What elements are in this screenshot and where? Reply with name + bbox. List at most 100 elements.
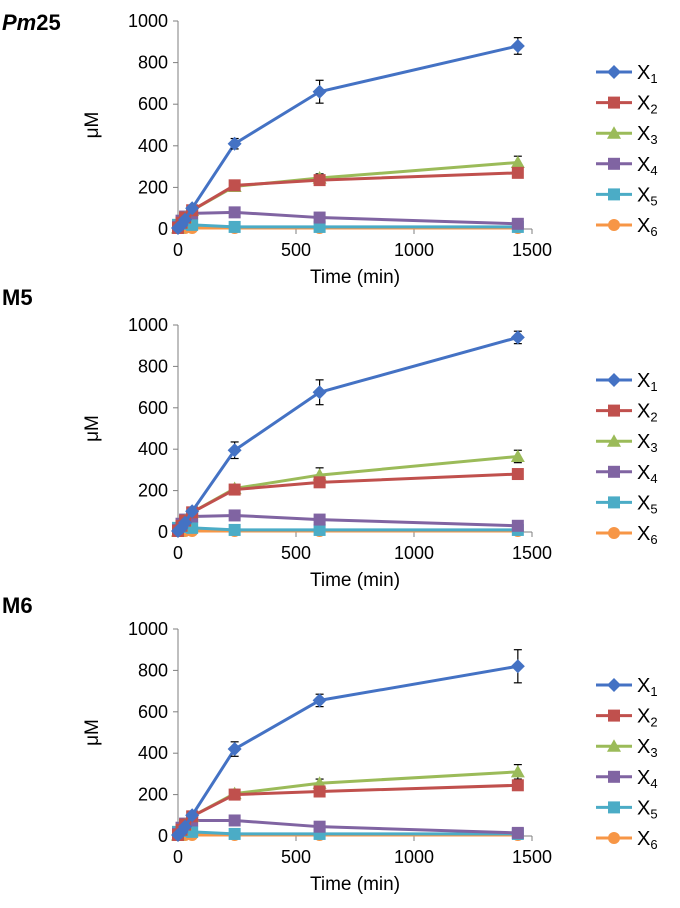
chart-panel: Pm25 0 200 400 600 800 1000 0 500 1000 1500 Time (m… <box>2 10 658 288</box>
legend-marker <box>608 527 620 539</box>
y-axis-label: μM <box>82 719 103 746</box>
data-point <box>511 166 524 179</box>
x-tick-label: 500 <box>281 543 311 563</box>
y-tick-label: 800 <box>138 660 168 680</box>
legend-marker <box>607 126 621 139</box>
legend-marker <box>608 404 620 417</box>
legend-marker <box>608 219 620 231</box>
y-tick-label: 400 <box>138 743 168 763</box>
legend: X1 X2 X3 X4 X5 X6 <box>596 370 658 547</box>
legend-marker <box>607 65 621 79</box>
panel-label: M6 <box>2 593 33 618</box>
x-tick-label: 500 <box>281 240 311 260</box>
panel-label: M5 <box>2 285 33 310</box>
legend-marker <box>608 770 620 783</box>
legend-item: X4 <box>596 462 658 486</box>
data-point <box>228 523 241 536</box>
legend-marker <box>608 465 620 478</box>
x-tick-label: 1000 <box>394 847 434 867</box>
x-tick-label: 0 <box>173 543 183 563</box>
data-point <box>313 785 326 798</box>
legend: X1 X2 X3 X4 X5 X6 <box>596 675 658 852</box>
y-tick-label: 600 <box>138 398 168 418</box>
y-tick-label: 600 <box>138 94 168 114</box>
legend: X1 X2 X3 X4 X5 X6 <box>596 62 658 239</box>
legend-label: X3 <box>637 736 658 760</box>
y-axis-label: μM <box>82 415 103 442</box>
legend-item: X5 <box>596 184 658 208</box>
legend-item: X5 <box>596 492 658 516</box>
legend-label: X3 <box>637 431 658 455</box>
legend-label: X5 <box>637 184 658 208</box>
data-point <box>510 449 525 463</box>
legend-label: X6 <box>637 828 658 852</box>
y-tick-label: 0 <box>158 522 168 542</box>
x-tick-label: 0 <box>173 847 183 867</box>
data-point <box>511 217 524 230</box>
data-point <box>228 814 241 827</box>
legend-label: X1 <box>637 62 658 86</box>
legend-item: X2 <box>596 93 658 117</box>
series-x1 <box>171 649 525 842</box>
legend-item: X4 <box>596 154 658 178</box>
legend-label: X6 <box>637 215 658 239</box>
y-tick-label: 400 <box>138 136 168 156</box>
y-tick-label: 1000 <box>128 619 168 639</box>
y-tick-label: 800 <box>138 53 168 73</box>
data-point <box>228 179 241 192</box>
chart-panel: M5 0 200 400 600 800 1000 0 500 1000 1500 Time (min… <box>2 285 658 591</box>
x-tick-label: 1000 <box>394 543 434 563</box>
legend-label: X6 <box>637 523 658 547</box>
series-x2 <box>172 468 524 537</box>
legend-item: X3 <box>596 123 658 147</box>
data-point <box>510 330 525 345</box>
legend-label: X5 <box>637 797 658 821</box>
data-point <box>510 155 525 169</box>
chart-panel: M6 0 200 400 600 800 1000 0 500 1000 1500 Time (min… <box>2 593 658 895</box>
legend-marker <box>608 96 620 109</box>
legend-item: X1 <box>596 370 658 394</box>
x-tick-label: 1500 <box>512 847 552 867</box>
legend-item: X1 <box>596 62 658 86</box>
data-point <box>510 764 525 778</box>
data-point <box>228 206 241 219</box>
data-point <box>178 515 193 530</box>
series-x5 <box>172 217 524 233</box>
legend-item: X3 <box>596 736 658 760</box>
legend-marker <box>608 496 620 509</box>
data-point <box>312 385 327 400</box>
legend-item: X2 <box>596 706 658 730</box>
data-point <box>312 693 327 708</box>
x-axis-label: Time (min) <box>310 267 400 288</box>
y-tick-label: 1000 <box>128 315 168 335</box>
x-tick-label: 1500 <box>512 543 552 563</box>
x-axis-label: Time (min) <box>310 570 400 591</box>
y-tick-label: 200 <box>138 481 168 501</box>
legend-marker <box>608 709 620 722</box>
data-point <box>511 826 524 839</box>
data-point <box>185 201 200 216</box>
legend-marker <box>607 678 621 692</box>
series-line <box>177 44 519 230</box>
data-point <box>511 519 524 532</box>
legend-marker <box>607 739 621 752</box>
series-x3 <box>171 763 525 841</box>
legend-marker <box>608 832 620 844</box>
legend-item: X1 <box>596 675 658 699</box>
y-tick-label: 200 <box>138 177 168 197</box>
data-point <box>228 509 241 522</box>
y-tick-label: 600 <box>138 702 168 722</box>
legend-item: X3 <box>596 431 658 455</box>
y-tick-label: 1000 <box>128 11 168 31</box>
legend-marker <box>608 188 620 201</box>
data-point <box>228 220 241 233</box>
data-point <box>185 504 200 519</box>
data-point <box>510 659 525 674</box>
legend-marker <box>608 801 620 814</box>
series-x1 <box>171 37 525 235</box>
legend-label: X4 <box>637 462 658 486</box>
y-tick-label: 0 <box>158 826 168 846</box>
legend-item: X4 <box>596 767 658 791</box>
legend-label: X3 <box>637 123 658 147</box>
